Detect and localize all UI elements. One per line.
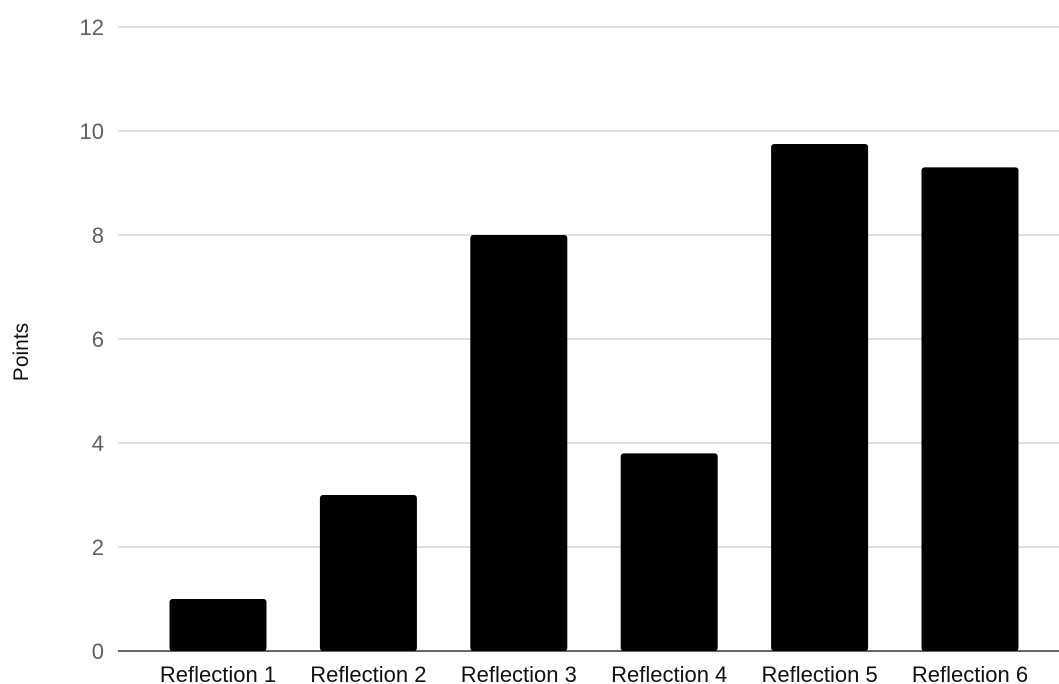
y-tick-label: 0	[92, 639, 104, 664]
x-tick-label: Reflection 2	[310, 662, 426, 684]
y-tick-label: 12	[80, 15, 104, 40]
y-axis-label: Points	[10, 323, 33, 381]
x-tick-label: Reflection 1	[160, 662, 276, 684]
bar-4	[620, 453, 718, 651]
y-tick-label: 6	[92, 327, 104, 352]
x-tick-label: Reflection 4	[611, 662, 727, 684]
y-tick-label: 4	[92, 431, 104, 456]
x-tick-label: Reflection 3	[461, 662, 577, 684]
y-axis-ticks: 0 2 4 6 8 10 12	[80, 15, 104, 664]
y-tick-label: 8	[92, 223, 104, 248]
bar-3	[470, 235, 568, 651]
bars	[169, 144, 1019, 651]
bar-2	[319, 495, 417, 651]
x-tick-label: Reflection 5	[762, 662, 878, 684]
gridlines	[118, 26, 1059, 652]
bar-1	[169, 599, 267, 651]
y-tick-label: 10	[80, 119, 104, 144]
bar-6	[921, 167, 1019, 651]
x-axis-ticks: Reflection 1 Reflection 2 Reflection 3 Refl…	[160, 662, 1028, 684]
y-tick-label: 2	[92, 535, 104, 560]
bar-5	[771, 144, 869, 651]
x-tick-label: Reflection 6	[912, 662, 1028, 684]
